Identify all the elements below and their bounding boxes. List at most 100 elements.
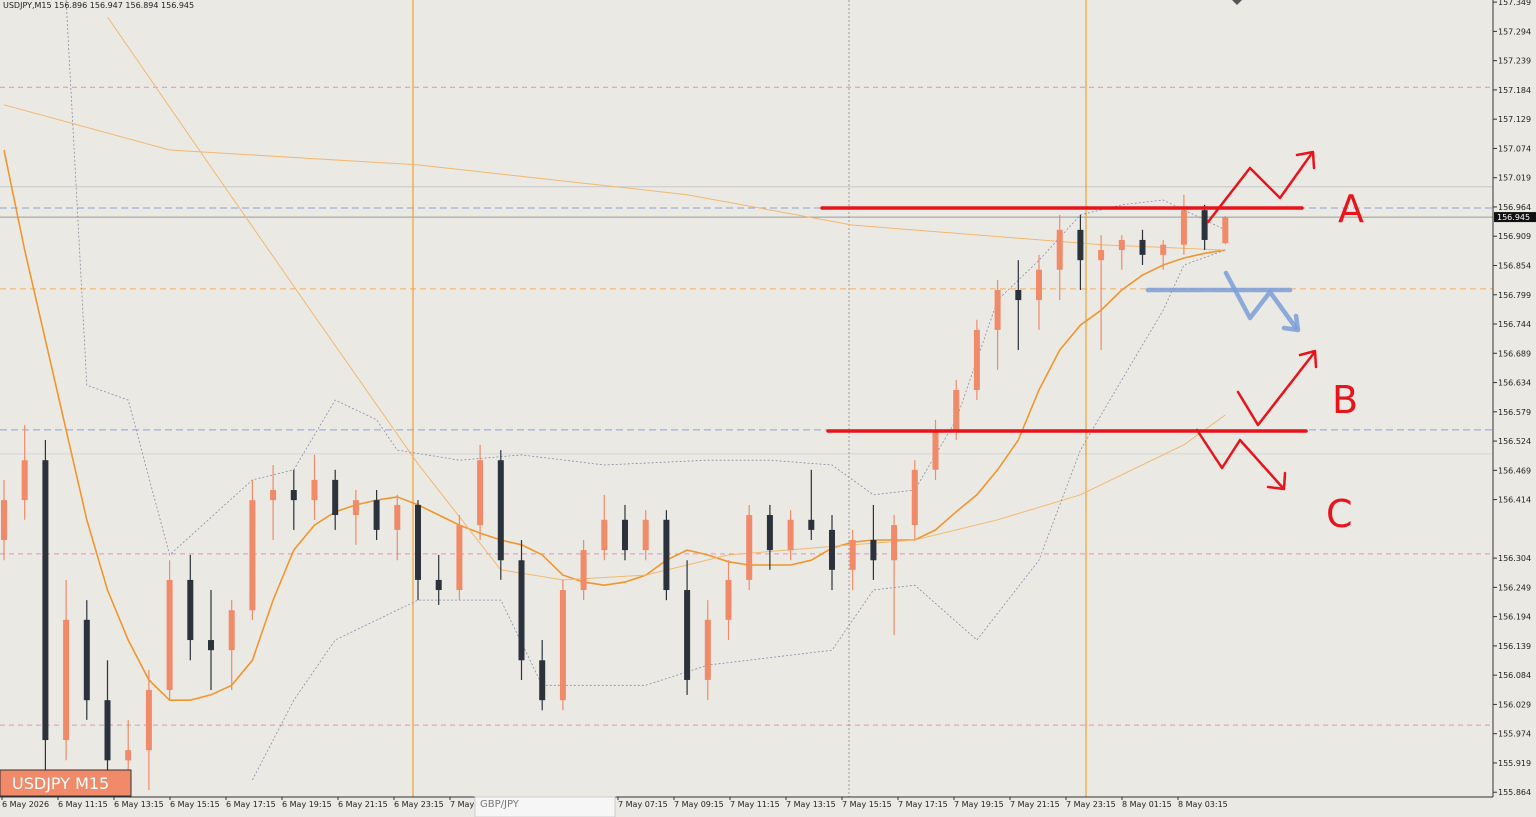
candle-body (21, 460, 28, 501)
candle-body (166, 579, 173, 691)
x-tick-label: 7 May 21:15 (1010, 800, 1060, 809)
candle-body (42, 460, 49, 741)
y-tick-label: 156.249 (1498, 583, 1531, 592)
candle-body (208, 640, 214, 651)
candle-body (477, 460, 484, 526)
x-tick-label: 6 May 11:15 (58, 800, 108, 809)
y-tick-label: 156.469 (1498, 466, 1531, 475)
x-tick-label: 6 May 19:15 (282, 800, 332, 809)
candle-body (415, 504, 421, 580)
x-tick-label: 6 May 15:15 (170, 800, 220, 809)
candle-body (1139, 239, 1146, 255)
symbol-box (0, 769, 132, 797)
candle-body (456, 525, 463, 591)
candle-body (1098, 250, 1105, 261)
candle-body (766, 515, 773, 551)
y-tick-label: 155.919 (1498, 759, 1531, 768)
chart-title: USDJPY,M15 156.896 156.947 156.894 156.9… (3, 1, 194, 10)
candle-body (911, 469, 918, 526)
candle-body (829, 529, 835, 570)
y-tick-label: 156.414 (1498, 496, 1531, 505)
candle-body (994, 289, 1001, 330)
y-tick-label: 156.744 (1498, 320, 1531, 329)
y-tick-label: 157.129 (1498, 115, 1531, 124)
candle-body (311, 479, 318, 501)
x-tick-label: 7 May 23:15 (1066, 800, 1116, 809)
y-tick-label: 157.294 (1498, 27, 1531, 36)
candle-body (290, 490, 297, 501)
y-tick-label: 156.634 (1498, 379, 1531, 388)
y-tick-label: 156.524 (1498, 437, 1531, 446)
candle-body (891, 525, 898, 561)
symbol-label: USDJPY M15 (12, 774, 109, 793)
candle-body (394, 504, 401, 530)
candle-body (1015, 289, 1022, 301)
arrow-c-head (1266, 471, 1287, 491)
candle-body (808, 519, 815, 530)
candle-body (228, 610, 235, 651)
indicator-line (252, 249, 1226, 781)
x-tick-label: 7 May 09:15 (674, 800, 724, 809)
candle-body (518, 560, 525, 661)
popup-title: GBP/JPY (480, 799, 520, 810)
y-tick-label: 156.084 (1498, 671, 1531, 680)
y-tick-label: 157.239 (1498, 57, 1531, 66)
arrow-c (1195, 428, 1285, 490)
x-tick-label: 7 May 11:15 (730, 800, 780, 809)
arrow-b (1236, 351, 1316, 427)
y-tick-label: 156.579 (1498, 408, 1531, 417)
candle-body (746, 515, 753, 580)
blue-arrow (1223, 270, 1299, 331)
candle-body (973, 329, 980, 390)
candle-body (1160, 244, 1167, 255)
x-tick-label: 7 May 19:15 (954, 800, 1004, 809)
candle-body (932, 429, 939, 470)
x-tick-label: 7 May 07:15 (618, 800, 668, 809)
x-tick-label: 7 May 17:15 (898, 800, 948, 809)
drawings (820, 150, 1318, 491)
y-tick-label: 156.139 (1498, 642, 1531, 651)
candle-body (684, 590, 691, 680)
candle-body (704, 619, 711, 680)
candle-body (622, 519, 628, 551)
y-tick-label: 156.304 (1498, 554, 1531, 563)
candle-body (435, 579, 442, 591)
x-tick-label: 8 May 03:15 (1178, 800, 1228, 809)
candle-body (559, 590, 566, 701)
y-tick-label: 156.194 (1498, 613, 1531, 622)
candle-body (1056, 229, 1063, 270)
candle-body (332, 479, 339, 516)
candle-body (870, 540, 877, 561)
arrow-a (1206, 151, 1314, 224)
candle-body (849, 540, 856, 570)
x-tick-label: 6 May 23:15 (394, 800, 444, 809)
candle-body (1077, 229, 1084, 261)
y-tick-label: 155.974 (1498, 730, 1531, 739)
y-tick-label: 156.799 (1498, 291, 1531, 300)
candle-body (187, 579, 194, 641)
candle-body (725, 579, 732, 620)
candle-body (1, 500, 7, 541)
y-tick-label: 156.909 (1498, 232, 1531, 241)
candle-body (352, 500, 359, 516)
scenario-label: A (1338, 187, 1364, 231)
candle-body (497, 460, 504, 561)
x-tick-label: 8 May 01:15 (1122, 800, 1172, 809)
arrow-a-head (1295, 150, 1316, 170)
y-tick-label: 155.864 (1498, 788, 1531, 797)
candle-body (1036, 269, 1042, 301)
indicator-line (65, 0, 1226, 556)
time-labels: 6 May 2026 6 May 11:15 6 May 13:15 6 May 15… (1, 797, 1228, 809)
candle-body (580, 550, 587, 591)
candle-body (145, 690, 152, 751)
candle-body (663, 519, 670, 591)
candle-body (1180, 210, 1187, 245)
bid-box (1494, 212, 1536, 223)
y-tick-label: 156.854 (1498, 261, 1531, 270)
bid-label: 156.945 (1497, 213, 1530, 222)
candle-body (63, 619, 70, 741)
y-tick-label: 157.074 (1498, 144, 1531, 153)
